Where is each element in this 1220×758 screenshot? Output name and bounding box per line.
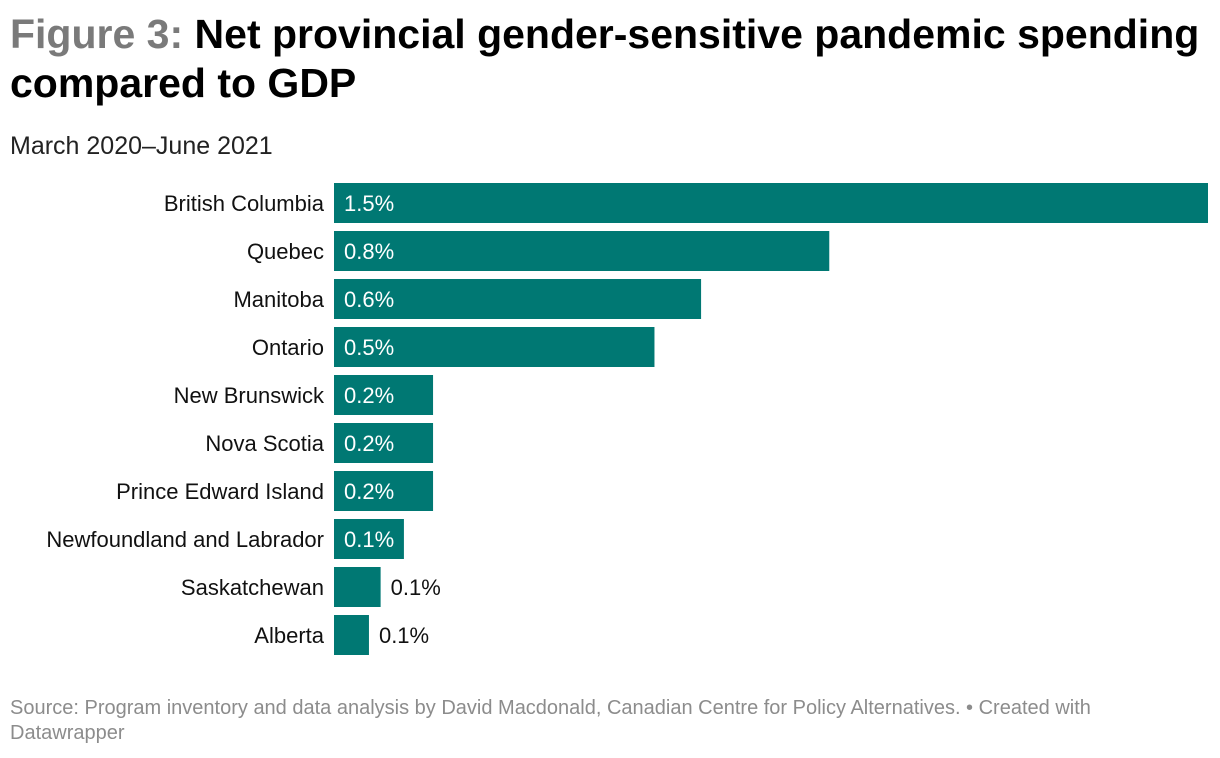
value-label-alberta: 0.1% <box>379 623 429 648</box>
category-label-prince-edward-island: Prince Edward Island <box>116 479 324 504</box>
category-label-alberta: Alberta <box>254 623 324 648</box>
title-text: Net provincial gender-sensitive pandemic… <box>10 11 1200 106</box>
category-label-manitoba: Manitoba <box>233 287 324 312</box>
bar-chart: British Columbia 1.5% Quebec 0.8% Manitoba 0.… <box>46 183 1208 655</box>
category-label-british-columbia: British Columbia <box>164 191 325 216</box>
bar-ontario <box>334 327 655 367</box>
value-label-manitoba: 0.6% <box>344 287 394 312</box>
category-label-nova-scotia: Nova Scotia <box>205 431 324 456</box>
bar-newfoundland-and-labrador <box>334 519 404 559</box>
value-label-new-brunswick: 0.2% <box>344 383 394 408</box>
value-label-ontario: 0.5% <box>344 335 394 360</box>
category-label-saskatchewan: Saskatchewan <box>181 575 324 600</box>
category-label-new-brunswick: New Brunswick <box>174 383 325 408</box>
category-label-ontario: Ontario <box>252 335 324 360</box>
chart-title: Figure 3: Net provincial gender-sensitiv… <box>10 10 1200 108</box>
bar-saskatchewan <box>334 567 381 607</box>
bar-quebec <box>334 231 830 271</box>
bar-new-brunswick <box>334 375 434 415</box>
value-label-british-columbia: 1.5% <box>344 191 394 216</box>
category-label-quebec: Quebec <box>247 239 324 264</box>
bar-nova-scotia <box>334 423 434 463</box>
category-label-newfoundland-and-labrador: Newfoundland and Labrador <box>46 527 324 552</box>
value-label-quebec: 0.8% <box>344 239 394 264</box>
bar-alberta <box>334 615 369 655</box>
bar-manitoba <box>334 279 702 319</box>
value-label-newfoundland-and-labrador: 0.1% <box>344 527 394 552</box>
source-note: Source: Program inventory and data analy… <box>10 697 1091 744</box>
value-label-saskatchewan: 0.1% <box>391 575 441 600</box>
value-label-nova-scotia: 0.2% <box>344 431 394 456</box>
figure-prefix: Figure 3: <box>10 11 184 57</box>
bar-british-columbia <box>334 183 1208 223</box>
value-label-prince-edward-island: 0.2% <box>344 479 394 504</box>
chart-subtitle: March 2020–June 2021 <box>10 132 273 160</box>
bar-prince-edward-island <box>334 471 434 511</box>
